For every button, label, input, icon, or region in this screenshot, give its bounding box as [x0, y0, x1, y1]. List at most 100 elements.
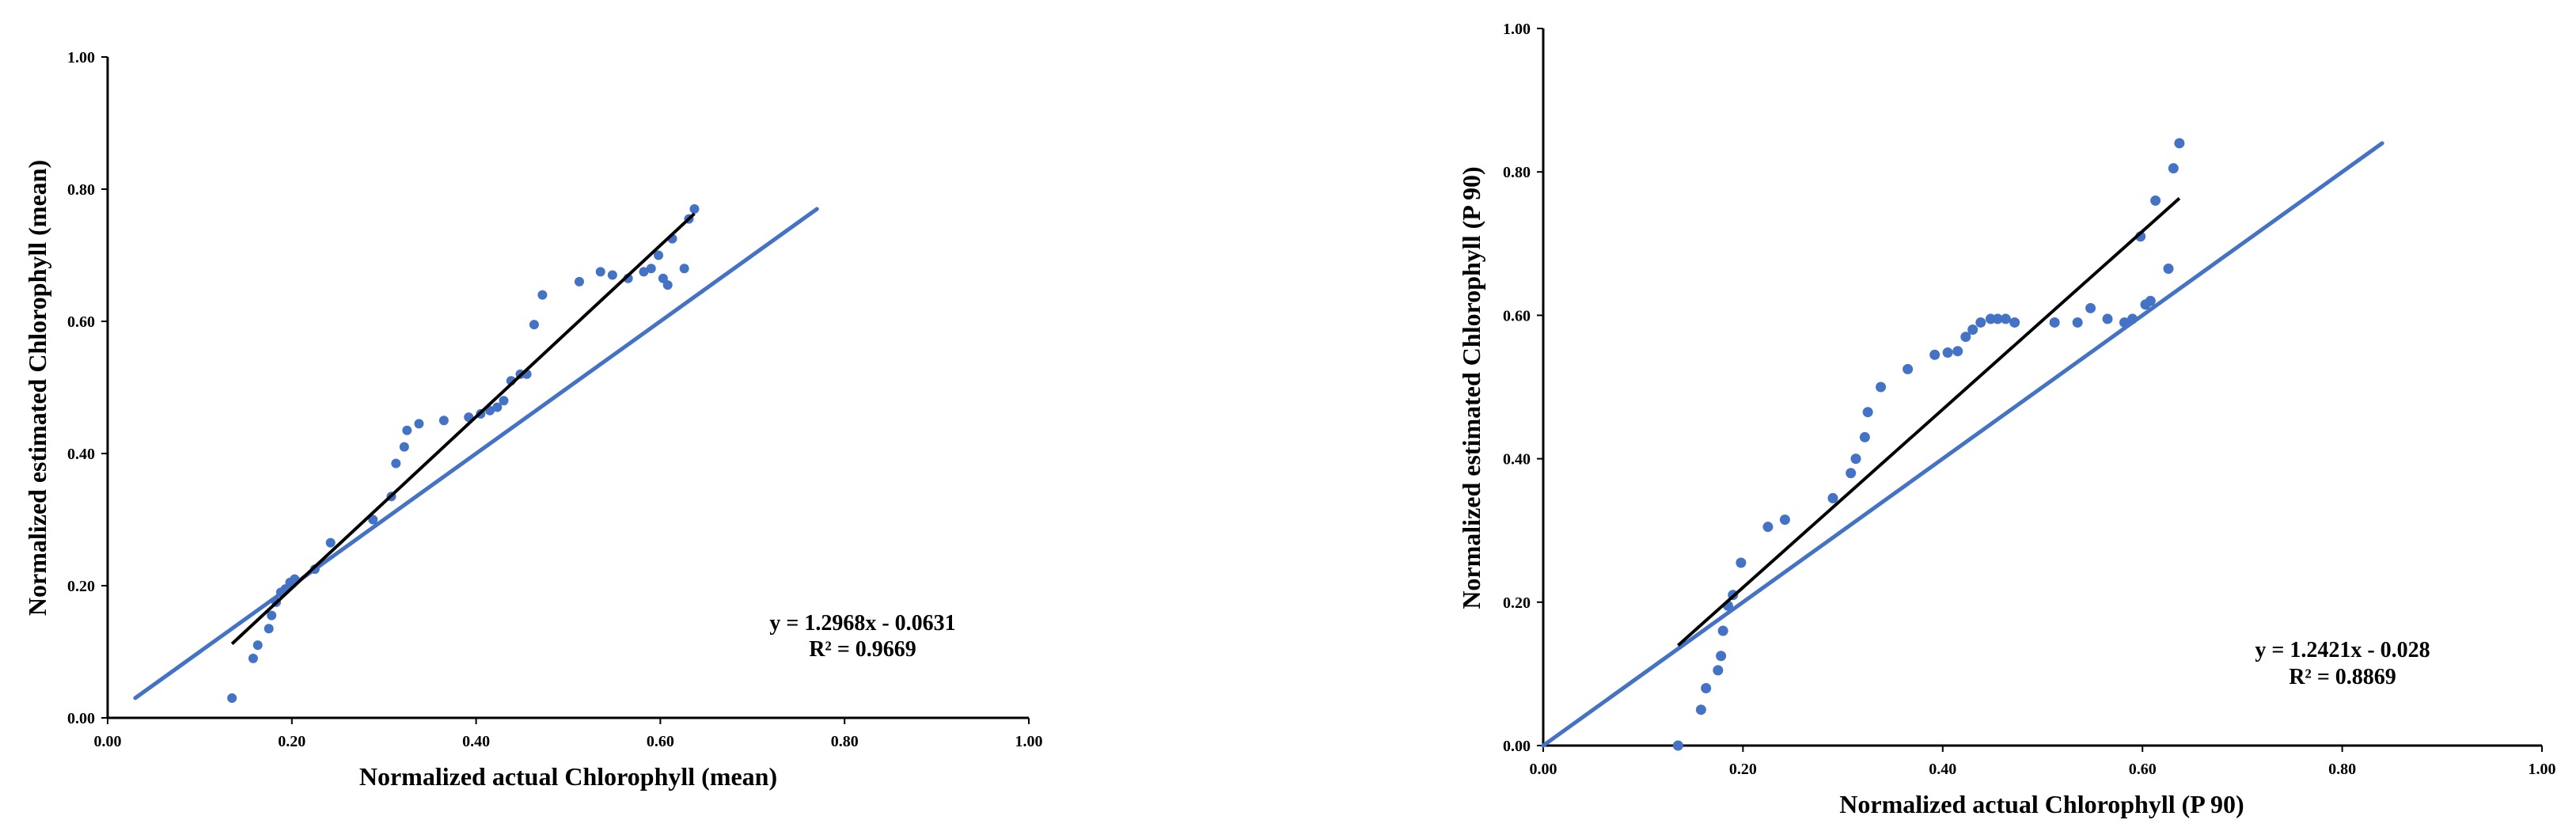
- data-point: [1903, 363, 1914, 374]
- data-point: [499, 396, 509, 406]
- y-axis-title: Normalized estimated Chlorophyll (P 90): [1457, 166, 1485, 609]
- data-point: [2049, 317, 2060, 328]
- data-point: [1701, 683, 1712, 694]
- data-point: [529, 320, 539, 330]
- data-point: [1876, 381, 1887, 393]
- x-tick-label: 0.00: [1530, 761, 1557, 778]
- x-tick-label: 0.80: [831, 733, 859, 750]
- data-point: [2102, 313, 2113, 325]
- data-point: [1846, 468, 1857, 479]
- data-point: [1992, 313, 2003, 325]
- data-point: [639, 267, 649, 277]
- y-tick-label: 0.60: [1503, 307, 1531, 325]
- data-point: [607, 270, 617, 280]
- chart-left: 0.00 0.20 0.40 0.60 0.80 1.00 0.00 0.20 0.40 0.6…: [23, 49, 1043, 791]
- data-point: [679, 264, 689, 274]
- data-point: [2000, 313, 2011, 325]
- data-point: [1716, 651, 1727, 662]
- data-point: [414, 419, 424, 429]
- data-point: [267, 610, 277, 621]
- data-point: [574, 276, 584, 287]
- data-point: [2119, 317, 2130, 328]
- data-point: [1827, 492, 1838, 503]
- data-point: [1952, 346, 1963, 357]
- data-point: [264, 624, 274, 634]
- data-point: [399, 442, 409, 452]
- data-point: [1779, 514, 1790, 526]
- data-point: [248, 653, 258, 663]
- r-squared-label: R² = 0.9669: [809, 637, 916, 662]
- data-point: [2150, 195, 2161, 206]
- trendline-equation: y = 1.2968x - 0.0631: [769, 611, 955, 636]
- data-point: [492, 402, 503, 412]
- one-to-one-line: [1541, 141, 2384, 748]
- data-point: [2127, 313, 2138, 325]
- x-axis-title: Normalized actual Chlorophyll (P 90): [1839, 790, 2244, 818]
- data-point: [654, 250, 664, 260]
- x-tick-label: 1.00: [1015, 733, 1043, 750]
- data-point: [1762, 522, 1774, 533]
- chart-right: 0.00 0.20 0.40 0.60 0.80 1.00 0.00 0.20 0.40 0.6…: [1457, 21, 2556, 818]
- data-point: [1695, 704, 1706, 715]
- y-axis-title: Normalized estimated Chlorophyll (mean): [23, 160, 51, 616]
- y-tick-label: 0.40: [1503, 451, 1531, 469]
- data-point: [1975, 317, 1986, 328]
- x-tick-label: 0.20: [1729, 761, 1757, 778]
- r-squared-label: R² = 0.8869: [2289, 665, 2396, 689]
- trendline-equation: y = 1.2421x - 0.028: [2255, 638, 2430, 662]
- y-tick-label: 0.00: [67, 710, 95, 727]
- y-tick-label: 0.40: [67, 446, 95, 463]
- data-point: [252, 640, 263, 651]
- x-tick-label: 0.60: [2129, 761, 2157, 778]
- data-point: [537, 290, 548, 300]
- y-tick-label: 0.20: [67, 578, 95, 595]
- y-tick-label: 1.00: [1503, 21, 1531, 38]
- data-point: [438, 416, 449, 426]
- data-point: [2163, 264, 2174, 275]
- x-tick-label: 0.40: [462, 733, 490, 750]
- trendline: [1677, 197, 2181, 647]
- data-point: [1862, 407, 1873, 418]
- x-tick-label: 0.60: [647, 733, 674, 750]
- data-point: [1859, 431, 1870, 442]
- data-point: [662, 280, 673, 290]
- y-tick-label: 0.80: [1503, 164, 1531, 181]
- data-point: [1672, 740, 1683, 751]
- data-point: [368, 514, 378, 525]
- y-tick-label: 1.00: [67, 49, 95, 66]
- x-tick-label: 0.00: [94, 733, 122, 750]
- data-point: [1736, 557, 1747, 568]
- data-point: [1850, 454, 1861, 465]
- x-axis-title: Normalized actual Chlorophyll (mean): [359, 762, 777, 791]
- x-tick-label: 1.00: [2529, 761, 2556, 778]
- trendline: [230, 212, 696, 645]
- data-point: [2072, 317, 2083, 328]
- data-point: [1929, 349, 1941, 360]
- x-tick-label: 0.80: [2328, 761, 2356, 778]
- data-point: [646, 264, 656, 274]
- data-point: [1717, 625, 1728, 636]
- data-point: [2009, 317, 2020, 328]
- data-point: [227, 693, 237, 703]
- y-tick-label: 0.60: [67, 313, 95, 331]
- x-tick-label: 0.20: [278, 733, 305, 750]
- y-tick-label: 0.00: [1503, 738, 1531, 755]
- data-point: [2168, 163, 2179, 174]
- data-point: [2145, 295, 2156, 306]
- data-point: [2085, 302, 2096, 313]
- data-point: [1942, 347, 1953, 359]
- data-point: [402, 425, 412, 435]
- data-point: [658, 273, 668, 283]
- data-point: [1967, 325, 1978, 336]
- data-point: [391, 458, 401, 469]
- y-tick-label: 0.20: [1503, 594, 1531, 612]
- data-point: [1713, 665, 1724, 676]
- x-tick-label: 0.40: [1929, 761, 1956, 778]
- one-to-one-line: [133, 207, 819, 700]
- data-point: [689, 204, 700, 214]
- data-point: [325, 537, 336, 548]
- data-point: [2174, 138, 2185, 149]
- data-point: [1960, 332, 1971, 343]
- y-tick-label: 0.80: [67, 181, 95, 199]
